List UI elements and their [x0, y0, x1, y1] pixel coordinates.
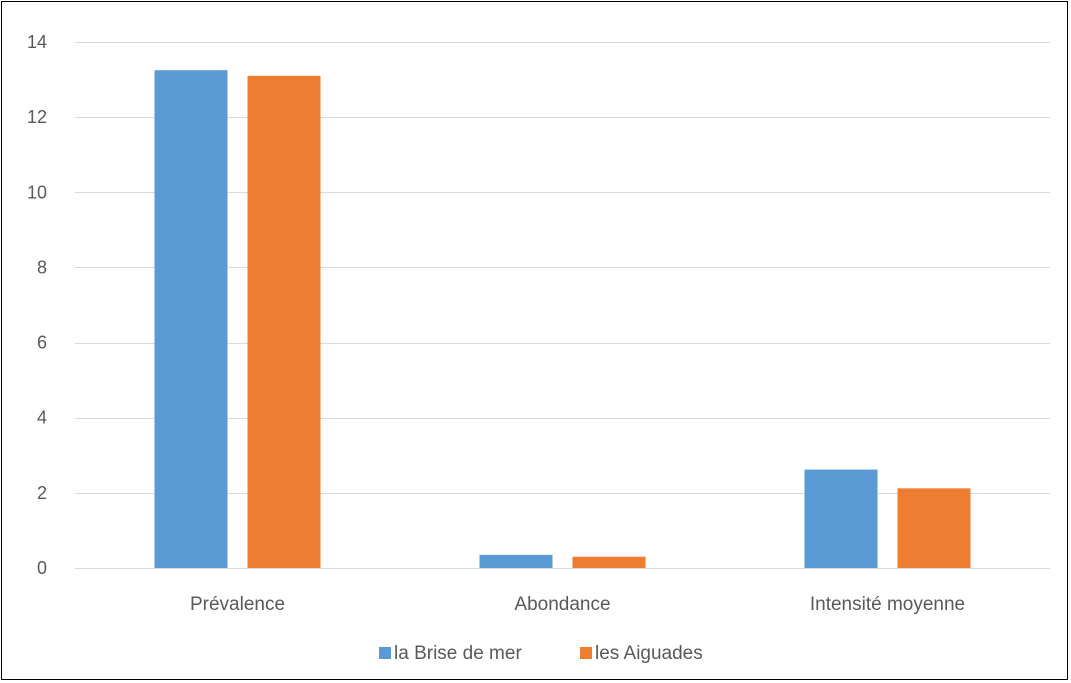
bar-series1-cat2: [898, 488, 971, 568]
bar-series1-cat0: [248, 76, 321, 568]
legend-label: la Brise de mer: [394, 643, 522, 664]
x-category-label: Intensité moyenne: [810, 594, 965, 615]
y-tick-label: 6: [37, 333, 47, 353]
legend-swatch: [580, 647, 592, 659]
x-category-label: Abondance: [514, 594, 610, 615]
bar-series0-cat1: [480, 555, 553, 568]
bar-series1-cat1: [573, 557, 646, 568]
legend: la Brise de mer les Aiguades: [379, 643, 703, 664]
y-tick-label: 14: [27, 32, 47, 52]
y-tick-label: 10: [27, 182, 47, 202]
legend-swatch: [379, 647, 391, 659]
x-category-label: Prévalence: [190, 594, 285, 615]
y-tick-label: 4: [37, 408, 47, 428]
y-tick-label: 0: [37, 558, 47, 578]
y-tick-label: 12: [27, 107, 47, 127]
legend-label: les Aiguades: [595, 643, 703, 664]
bar-series0-cat2: [805, 470, 878, 568]
bar-series0-cat0: [155, 70, 228, 568]
y-tick-label: 2: [37, 483, 47, 503]
y-tick-label: 8: [37, 257, 47, 277]
y-axis-ticks: 0 2 4 6 8 10 12 14: [27, 32, 47, 578]
x-axis-labels: Prévalence Abondance Intensité moyenne: [190, 594, 965, 615]
